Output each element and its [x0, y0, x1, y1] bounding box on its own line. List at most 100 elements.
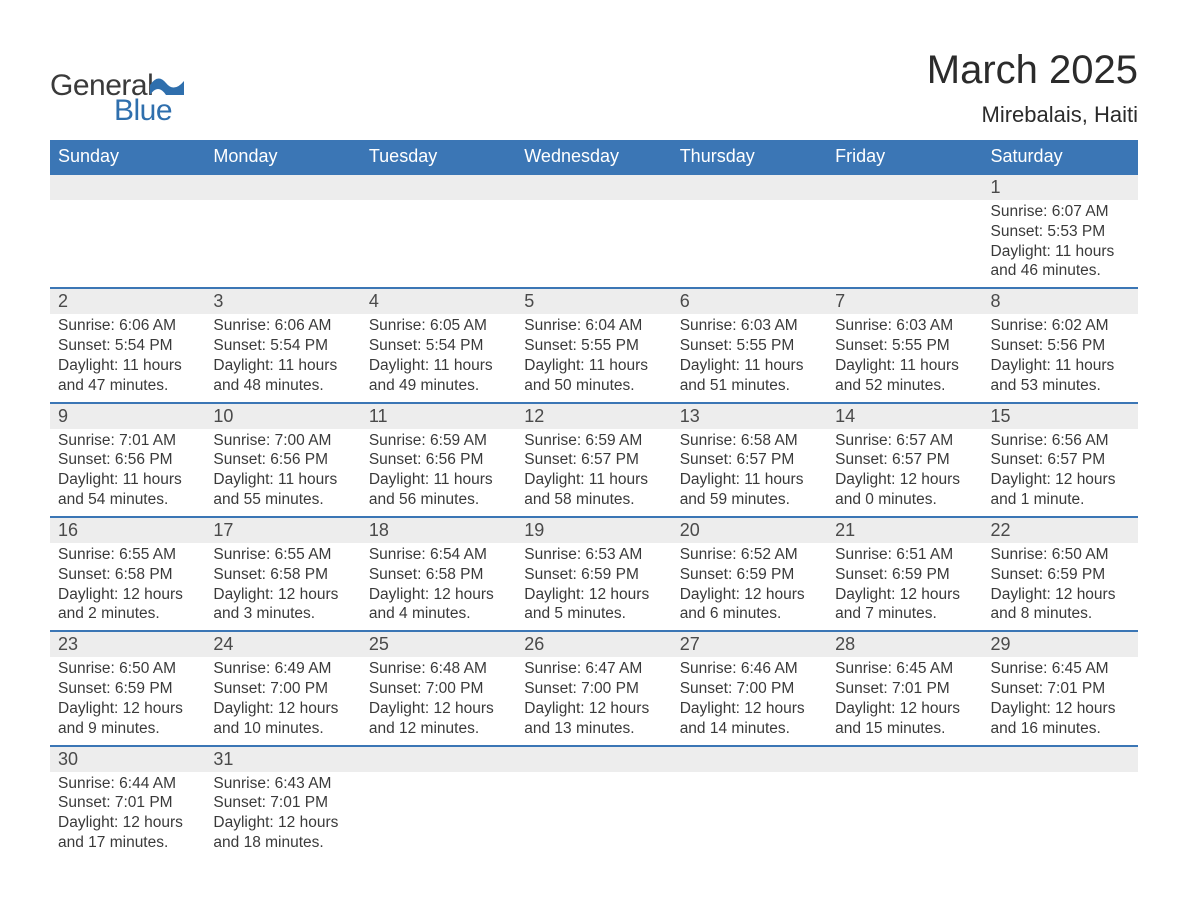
day-details	[672, 772, 827, 856]
daylight-line: Daylight: 11 hours and 55 minutes.	[213, 470, 352, 510]
day-details: Sunrise: 6:03 AMSunset: 5:55 PMDaylight:…	[827, 314, 982, 401]
sunset-line: Sunset: 6:59 PM	[58, 679, 197, 699]
sunrise-line: Sunrise: 6:04 AM	[524, 316, 663, 336]
sunrise-line: Sunrise: 6:56 AM	[991, 431, 1130, 451]
day-number: 25	[361, 632, 516, 657]
day-number: 28	[827, 632, 982, 657]
daylight-line: Daylight: 12 hours and 1 minute.	[991, 470, 1130, 510]
daylight-line: Daylight: 11 hours and 48 minutes.	[213, 356, 352, 396]
sunrise-line: Sunrise: 6:55 AM	[213, 545, 352, 565]
day-number: 27	[672, 632, 827, 657]
daylight-line: Daylight: 11 hours and 53 minutes.	[991, 356, 1130, 396]
daylight-line: Daylight: 11 hours and 46 minutes.	[991, 242, 1130, 282]
daylight-line: Daylight: 12 hours and 12 minutes.	[369, 699, 508, 739]
day-number: 11	[361, 404, 516, 429]
sunrise-line: Sunrise: 6:58 AM	[680, 431, 819, 451]
sunset-line: Sunset: 6:58 PM	[58, 565, 197, 585]
sunset-line: Sunset: 7:00 PM	[369, 679, 508, 699]
day-number: 23	[50, 632, 205, 657]
day-number: 2	[50, 289, 205, 314]
day-number: 5	[516, 289, 671, 314]
day-details: Sunrise: 6:58 AMSunset: 6:57 PMDaylight:…	[672, 429, 827, 516]
calendar-cell	[516, 174, 671, 288]
calendar-cell	[672, 174, 827, 288]
day-number: 22	[983, 518, 1138, 543]
daylight-line: Daylight: 12 hours and 4 minutes.	[369, 585, 508, 625]
calendar-week-row: 1Sunrise: 6:07 AMSunset: 5:53 PMDaylight…	[50, 174, 1138, 288]
calendar-week-row: 2Sunrise: 6:06 AMSunset: 5:54 PMDaylight…	[50, 288, 1138, 402]
calendar-cell	[361, 174, 516, 288]
day-details: Sunrise: 7:00 AMSunset: 6:56 PMDaylight:…	[205, 429, 360, 516]
calendar-cell: 25Sunrise: 6:48 AMSunset: 7:00 PMDayligh…	[361, 631, 516, 745]
sunset-line: Sunset: 6:57 PM	[991, 450, 1130, 470]
day-number: 14	[827, 404, 982, 429]
sunset-line: Sunset: 6:58 PM	[369, 565, 508, 585]
day-number: 26	[516, 632, 671, 657]
calendar-cell	[672, 746, 827, 859]
calendar-cell: 27Sunrise: 6:46 AMSunset: 7:00 PMDayligh…	[672, 631, 827, 745]
day-number: 24	[205, 632, 360, 657]
day-number: 8	[983, 289, 1138, 314]
calendar-cell	[827, 746, 982, 859]
day-details: Sunrise: 6:03 AMSunset: 5:55 PMDaylight:…	[672, 314, 827, 401]
calendar-cell: 11Sunrise: 6:59 AMSunset: 6:56 PMDayligh…	[361, 403, 516, 517]
sunset-line: Sunset: 6:56 PM	[369, 450, 508, 470]
day-header: Wednesday	[516, 140, 671, 174]
daylight-line: Daylight: 12 hours and 17 minutes.	[58, 813, 197, 853]
title-block: March 2025 Mirebalais, Haiti	[927, 48, 1138, 128]
calendar-week-row: 9Sunrise: 7:01 AMSunset: 6:56 PMDaylight…	[50, 403, 1138, 517]
daylight-line: Daylight: 12 hours and 3 minutes.	[213, 585, 352, 625]
day-header: Tuesday	[361, 140, 516, 174]
calendar-cell: 5Sunrise: 6:04 AMSunset: 5:55 PMDaylight…	[516, 288, 671, 402]
sunrise-line: Sunrise: 6:45 AM	[835, 659, 974, 679]
day-details	[516, 772, 671, 856]
brand-logo: General Blue	[50, 72, 184, 124]
day-number: 17	[205, 518, 360, 543]
sunset-line: Sunset: 6:59 PM	[680, 565, 819, 585]
calendar-cell: 16Sunrise: 6:55 AMSunset: 6:58 PMDayligh…	[50, 517, 205, 631]
calendar-cell: 29Sunrise: 6:45 AMSunset: 7:01 PMDayligh…	[983, 631, 1138, 745]
sunrise-line: Sunrise: 6:50 AM	[991, 545, 1130, 565]
calendar-cell: 24Sunrise: 6:49 AMSunset: 7:00 PMDayligh…	[205, 631, 360, 745]
daylight-line: Daylight: 11 hours and 52 minutes.	[835, 356, 974, 396]
day-details: Sunrise: 6:57 AMSunset: 6:57 PMDaylight:…	[827, 429, 982, 516]
sunset-line: Sunset: 6:59 PM	[991, 565, 1130, 585]
day-details: Sunrise: 6:50 AMSunset: 6:59 PMDaylight:…	[983, 543, 1138, 630]
calendar-cell: 8Sunrise: 6:02 AMSunset: 5:56 PMDaylight…	[983, 288, 1138, 402]
daylight-line: Daylight: 12 hours and 9 minutes.	[58, 699, 197, 739]
day-details: Sunrise: 6:47 AMSunset: 7:00 PMDaylight:…	[516, 657, 671, 744]
sunset-line: Sunset: 5:55 PM	[680, 336, 819, 356]
calendar-cell: 15Sunrise: 6:56 AMSunset: 6:57 PMDayligh…	[983, 403, 1138, 517]
sunset-line: Sunset: 5:54 PM	[58, 336, 197, 356]
sunrise-line: Sunrise: 6:57 AM	[835, 431, 974, 451]
sunset-line: Sunset: 6:59 PM	[835, 565, 974, 585]
calendar-cell: 3Sunrise: 6:06 AMSunset: 5:54 PMDaylight…	[205, 288, 360, 402]
day-details: Sunrise: 6:52 AMSunset: 6:59 PMDaylight:…	[672, 543, 827, 630]
calendar-cell: 28Sunrise: 6:45 AMSunset: 7:01 PMDayligh…	[827, 631, 982, 745]
day-details: Sunrise: 7:01 AMSunset: 6:56 PMDaylight:…	[50, 429, 205, 516]
sunrise-line: Sunrise: 6:51 AM	[835, 545, 974, 565]
daylight-line: Daylight: 12 hours and 18 minutes.	[213, 813, 352, 853]
daylight-line: Daylight: 12 hours and 15 minutes.	[835, 699, 974, 739]
daylight-line: Daylight: 11 hours and 58 minutes.	[524, 470, 663, 510]
day-details: Sunrise: 6:05 AMSunset: 5:54 PMDaylight:…	[361, 314, 516, 401]
calendar-cell: 19Sunrise: 6:53 AMSunset: 6:59 PMDayligh…	[516, 517, 671, 631]
day-header: Sunday	[50, 140, 205, 174]
day-header: Monday	[205, 140, 360, 174]
day-number: 1	[983, 175, 1138, 200]
sunset-line: Sunset: 5:55 PM	[524, 336, 663, 356]
page-header: General Blue March 2025 Mirebalais, Hait…	[50, 48, 1138, 128]
day-details: Sunrise: 6:44 AMSunset: 7:01 PMDaylight:…	[50, 772, 205, 859]
sunset-line: Sunset: 5:55 PM	[835, 336, 974, 356]
daylight-line: Daylight: 11 hours and 56 minutes.	[369, 470, 508, 510]
sunrise-line: Sunrise: 6:03 AM	[680, 316, 819, 336]
sunrise-line: Sunrise: 6:52 AM	[680, 545, 819, 565]
day-details: Sunrise: 6:50 AMSunset: 6:59 PMDaylight:…	[50, 657, 205, 744]
daylight-line: Daylight: 12 hours and 16 minutes.	[991, 699, 1130, 739]
calendar-cell: 12Sunrise: 6:59 AMSunset: 6:57 PMDayligh…	[516, 403, 671, 517]
sunrise-line: Sunrise: 7:00 AM	[213, 431, 352, 451]
daylight-line: Daylight: 11 hours and 47 minutes.	[58, 356, 197, 396]
sunset-line: Sunset: 5:54 PM	[213, 336, 352, 356]
sunrise-line: Sunrise: 6:54 AM	[369, 545, 508, 565]
sunset-line: Sunset: 6:57 PM	[524, 450, 663, 470]
